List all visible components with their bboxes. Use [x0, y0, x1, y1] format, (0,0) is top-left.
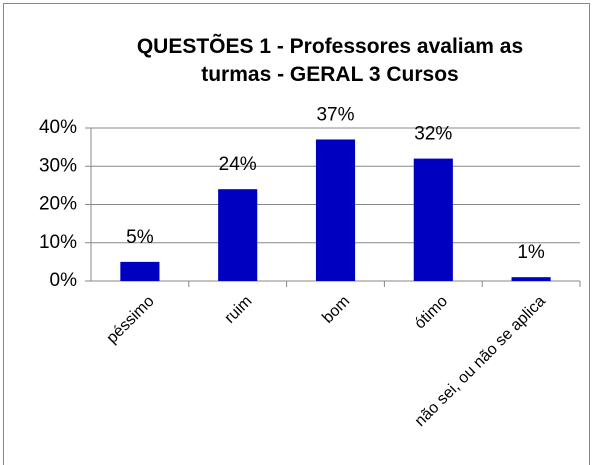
- bar: [315, 139, 356, 281]
- value-label: 5%: [126, 227, 154, 248]
- x-tick-label: péssimo: [104, 293, 158, 347]
- chart-border: [3, 3, 590, 465]
- chart-title: QUESTÕES 1 - Professores avaliam as turm…: [136, 35, 524, 86]
- value-label: 1%: [517, 242, 545, 263]
- bar: [120, 261, 160, 281]
- y-tick-label: 10%: [39, 232, 77, 253]
- x-tick-label: ruim: [221, 293, 255, 327]
- bar: [218, 189, 258, 281]
- x-tick-label: bom: [319, 293, 353, 327]
- x-tick-label: ótimo: [411, 293, 451, 333]
- y-tick-label: 40%: [39, 117, 77, 138]
- value-label: 37%: [316, 104, 354, 125]
- y-tick-label: 0%: [50, 270, 78, 291]
- y-tick-label: 20%: [39, 194, 77, 215]
- value-label: 32%: [414, 124, 452, 145]
- bar: [413, 158, 453, 281]
- value-label: 24%: [219, 154, 257, 175]
- y-tick-label: 30%: [39, 155, 77, 176]
- bar: [511, 277, 551, 281]
